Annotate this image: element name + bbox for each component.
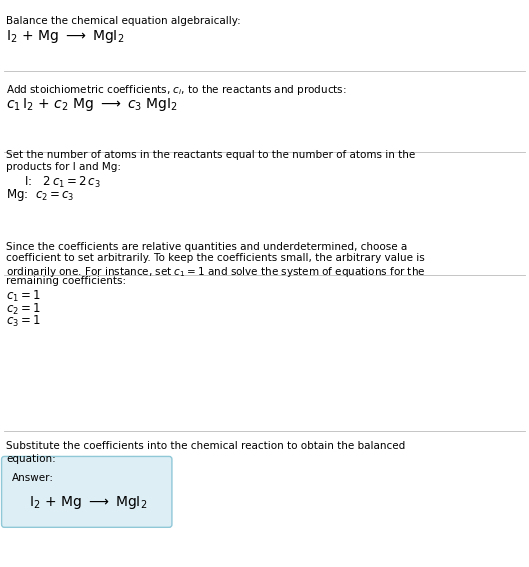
Text: Add stoichiometric coefficients, $c_i$, to the reactants and products:: Add stoichiometric coefficients, $c_i$, …: [6, 83, 347, 97]
Text: ordinarily one. For instance, set $c_1 = 1$ and solve the system of equations fo: ordinarily one. For instance, set $c_1 =…: [6, 265, 426, 279]
FancyBboxPatch shape: [2, 456, 172, 527]
Text: equation:: equation:: [6, 454, 56, 464]
Text: $c_2 = 1$: $c_2 = 1$: [6, 302, 41, 317]
Text: Set the number of atoms in the reactants equal to the number of atoms in the: Set the number of atoms in the reactants…: [6, 150, 416, 160]
Text: $c_3 = 1$: $c_3 = 1$: [6, 314, 41, 329]
Text: Answer:: Answer:: [12, 473, 53, 484]
Text: Since the coefficients are relative quantities and underdetermined, choose a: Since the coefficients are relative quan…: [6, 242, 408, 252]
Text: coefficient to set arbitrarily. To keep the coefficients small, the arbitrary va: coefficient to set arbitrarily. To keep …: [6, 253, 425, 264]
Text: Balance the chemical equation algebraically:: Balance the chemical equation algebraica…: [6, 16, 241, 26]
Text: $\mathregular{I_2}$ + Mg $\longrightarrow$ MgI$_2$: $\mathregular{I_2}$ + Mg $\longrightarro…: [6, 28, 125, 45]
Text: $c_1\,\mathregular{I_2}$ + $c_2$ Mg $\longrightarrow$ $c_3$ MgI$_2$: $c_1\,\mathregular{I_2}$ + $c_2$ Mg $\lo…: [6, 96, 178, 113]
Text: $c_1 = 1$: $c_1 = 1$: [6, 289, 41, 304]
Text: Mg:  $c_2 = c_3$: Mg: $c_2 = c_3$: [6, 187, 75, 203]
Text: products for I and Mg:: products for I and Mg:: [6, 162, 121, 172]
Text: I:   $2\,c_1 = 2\,c_3$: I: $2\,c_1 = 2\,c_3$: [24, 175, 101, 190]
Text: remaining coefficients:: remaining coefficients:: [6, 276, 126, 286]
Text: Substitute the coefficients into the chemical reaction to obtain the balanced: Substitute the coefficients into the che…: [6, 441, 406, 451]
Text: $\mathregular{I_2}$ + Mg $\longrightarrow$ MgI$_2$: $\mathregular{I_2}$ + Mg $\longrightarro…: [29, 494, 148, 511]
